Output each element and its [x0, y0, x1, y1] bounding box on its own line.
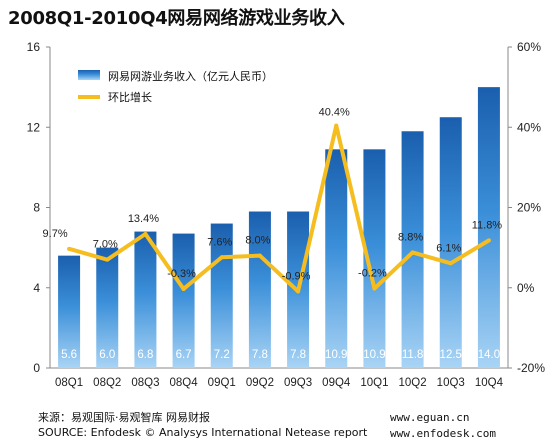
growth-label: 6.1% — [436, 242, 461, 254]
y-right-tick-label: 60% — [517, 40, 541, 54]
growth-label: 11.8% — [472, 219, 503, 231]
legend: 网易网游业务收入（亿元人民币） 环比增长 — [78, 69, 273, 104]
growth-point — [410, 250, 415, 255]
growth-point — [334, 123, 339, 128]
revenue-bar — [439, 117, 462, 368]
site-url-enfodesk: www.enfodesk.com — [390, 427, 496, 440]
revenue-bar-label: 10.9 — [325, 349, 347, 361]
growth-point — [143, 231, 148, 236]
growth-line — [68, 123, 490, 294]
x-tick-label: 10Q1 — [360, 377, 388, 389]
revenue-bar-label: 7.8 — [252, 349, 268, 361]
growth-point — [257, 253, 262, 258]
y-left-tick-label: 4 — [33, 281, 40, 295]
growth-label: -0.2% — [358, 268, 387, 280]
growth-label: 9.7% — [43, 228, 68, 240]
y-left-tick-label: 0 — [33, 361, 40, 375]
revenue-bar-label: 12.5 — [440, 349, 462, 361]
revenue-bar-label: 11.8 — [402, 349, 424, 361]
revenue-bar — [325, 149, 348, 368]
legend-label-revenue: 网易网游业务收入（亿元人民币） — [108, 69, 273, 83]
revenue-bar — [248, 211, 271, 368]
growth-point — [486, 238, 491, 243]
y-left-tick-label: 12 — [27, 120, 41, 134]
growth-point — [105, 257, 110, 262]
x-tick-label: 10Q2 — [399, 377, 427, 389]
growth-point — [219, 255, 224, 260]
axes: 0 4 8 12 16 -20% 0% 20% 40% 60% — [27, 40, 546, 375]
growth-point — [448, 261, 453, 266]
growth-point — [181, 286, 186, 291]
legend-swatch-revenue — [78, 70, 100, 80]
growth-label: 8.8% — [398, 231, 423, 243]
growth-line-series: 9.7% 7.0% 13.4% -0.3% 7.6% 8.0% -0.9% 40.4% -0.2… — [43, 107, 503, 294]
growth-label: 13.4% — [128, 213, 159, 225]
x-tick-label: 09Q1 — [208, 377, 236, 389]
x-tick-label: 08Q2 — [93, 377, 121, 389]
revenue-bar — [58, 255, 81, 368]
growth-point — [372, 286, 377, 291]
growth-label: 8.0% — [245, 235, 270, 247]
revenue-bar-label: 10.9 — [363, 349, 385, 361]
growth-point — [67, 246, 72, 251]
growth-point — [296, 289, 301, 294]
source-cn: 来源：易观国际·易观智库 网易财报 — [38, 411, 210, 424]
source-en: SOURCE: Enfodesk © Analysys Internationa… — [38, 426, 368, 439]
growth-label: -0.9% — [282, 270, 311, 282]
chart-title: 2008Q1-2010Q4网易网络游戏业务收入 — [8, 8, 345, 29]
x-tick-label: 08Q3 — [131, 377, 159, 389]
revenue-bar-label: 5.6 — [61, 349, 77, 361]
revenue-bar-label: 6.7 — [176, 349, 192, 361]
revenue-bar — [477, 87, 500, 368]
y-left-tick-label: 8 — [33, 201, 40, 215]
x-tick-label: 09Q4 — [322, 377, 351, 389]
growth-label: 7.6% — [207, 236, 232, 248]
revenue-bar — [363, 149, 386, 368]
x-tick-label: 08Q1 — [55, 377, 83, 389]
y-right-tick-label: 40% — [517, 120, 541, 134]
revenue-bar-label: 14.0 — [478, 349, 500, 361]
revenue-bar-label: 7.8 — [290, 349, 306, 361]
revenue-bar-label: 6.8 — [137, 349, 153, 361]
legend-label-growth: 环比增长 — [108, 90, 152, 104]
revenue-bar — [134, 231, 157, 368]
revenue-bar — [172, 233, 195, 368]
x-tick-label: 10Q3 — [437, 377, 465, 389]
y-right-tick-label: -20% — [517, 361, 545, 375]
growth-label: -0.3% — [167, 268, 196, 280]
revenue-bar-label: 7.2 — [214, 349, 230, 361]
x-tick-label: 09Q2 — [246, 377, 274, 389]
x-tick-label: 08Q4 — [170, 377, 199, 389]
x-tick-label: 10Q4 — [475, 377, 504, 389]
x-tick-label: 09Q3 — [284, 377, 312, 389]
growth-label: 40.4% — [319, 107, 350, 119]
revenue-bar-label: 6.0 — [99, 349, 115, 361]
y-right-tick-label: 0% — [517, 281, 535, 295]
growth-label: 7.0% — [93, 239, 118, 251]
revenue-bar — [96, 247, 119, 368]
bar-series: 5.6 08Q1 6.0 08Q2 6.8 08Q3 6.7 08Q4 7.2 09Q1 7.8 09… — [55, 87, 504, 389]
y-right-tick-label: 20% — [517, 201, 541, 215]
y-left-tick-label: 16 — [27, 40, 41, 54]
revenue-bar — [401, 131, 424, 368]
site-url-eguan: www.eguan.cn — [390, 411, 470, 424]
